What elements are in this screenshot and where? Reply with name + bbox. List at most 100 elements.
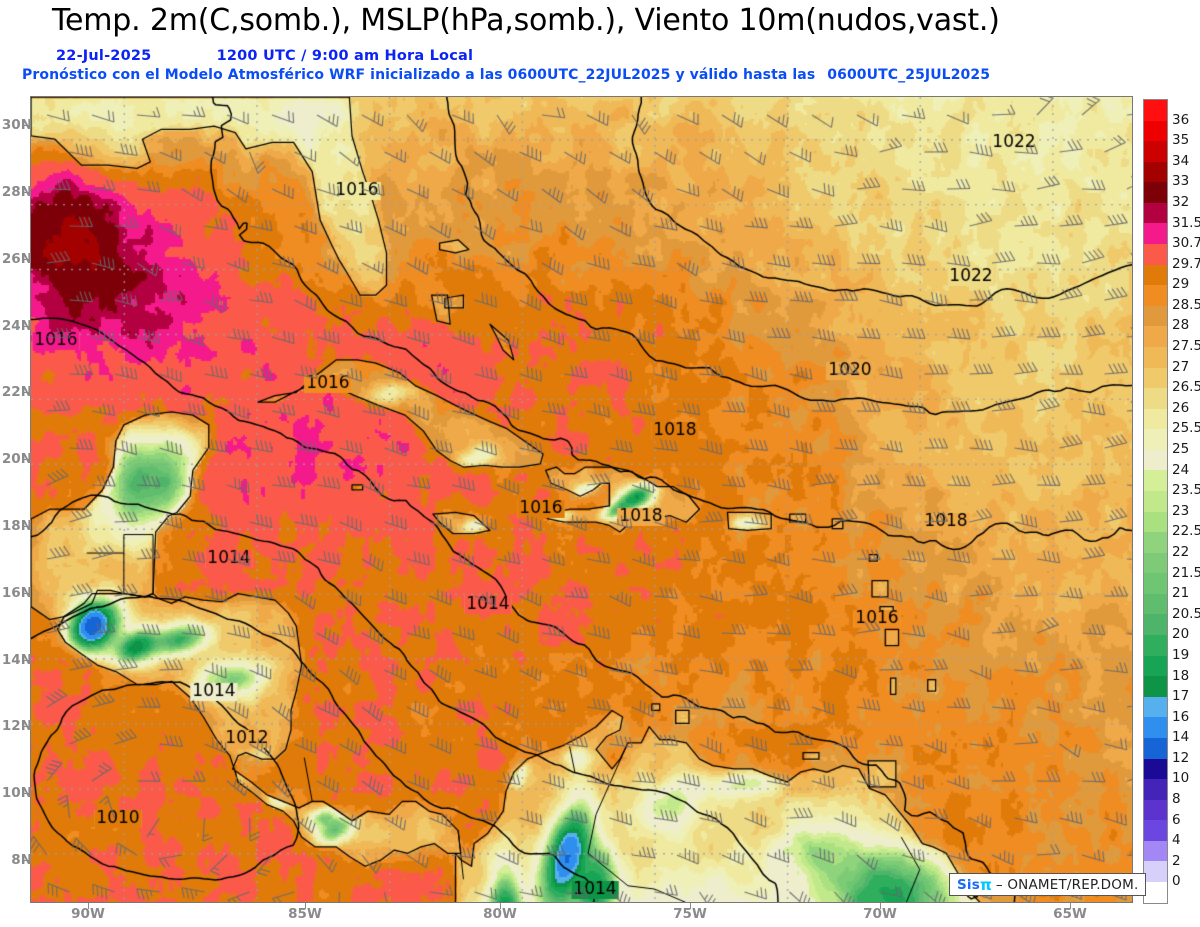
colorbar-label-8: 8: [1172, 791, 1181, 808]
colorbar-label-26p5: 26.5: [1172, 379, 1200, 396]
colorbar-label-29: 29: [1172, 276, 1190, 293]
colorbar-swatch-0: [1144, 100, 1167, 121]
colorbar-label-27p5: 27.5: [1172, 338, 1200, 355]
credit-badge: Sis π – ONAMET/REP.DOM.: [949, 873, 1147, 896]
credit-agency-text: – ONAMET/REP.DOM.: [995, 876, 1139, 893]
colorbar-label-12: 12: [1172, 749, 1190, 766]
credit-sis-text: Sis: [957, 876, 980, 893]
page-title: Temp. 2m(C,somb.), MSLP(hPa,somb.), Vien…: [52, 3, 1000, 38]
colorbar-label-29p7: 29.7: [1172, 255, 1200, 272]
colorbar-label-21p5: 21.5: [1172, 564, 1200, 581]
lat-label-28n: 28N: [1, 184, 32, 200]
lat-tick-10n: [24, 793, 30, 794]
colorbar-swatch-34: [1144, 799, 1167, 821]
colorbar-label-33: 33: [1172, 173, 1190, 190]
lat-label-20n: 20N: [1, 451, 32, 467]
colorbar-swatch-12: [1144, 346, 1167, 368]
chart-header: Temp. 2m(C,somb.), MSLP(hPa,somb.), Vien…: [0, 0, 1200, 96]
colorbar-label-25p5: 25.5: [1172, 420, 1200, 437]
colorbar-label-6: 6: [1172, 811, 1181, 828]
lon-tick-85w: [305, 903, 306, 909]
colorbar-swatch-38: [1144, 881, 1167, 903]
lat-tick-8n: [24, 860, 30, 861]
lat-label-22n: 22N: [1, 384, 32, 400]
colorbar-label-16: 16: [1172, 708, 1190, 725]
colorbar-label-28p5: 28.5: [1172, 296, 1200, 313]
colorbar-swatch-4: [1144, 182, 1167, 203]
forecast-time: 1200 UTC / 9:00 am Hora Local: [216, 48, 474, 64]
credit-pi-symbol: π: [980, 875, 992, 894]
colorbar-label-0: 0: [1172, 873, 1181, 890]
colorbar-label-2: 2: [1172, 852, 1181, 869]
colorbar-label-10: 10: [1172, 770, 1190, 787]
colorbar-swatch-9: [1144, 285, 1167, 306]
colorbar-swatch-31: [1144, 737, 1167, 759]
colorbar-label-14: 14: [1172, 729, 1190, 746]
colorbar-swatch-19: [1144, 490, 1167, 512]
colorbar-swatch-30: [1144, 717, 1167, 738]
colorbar-swatch-2: [1144, 141, 1167, 162]
colorbar-swatch-15: [1144, 408, 1167, 430]
colorbar-swatch-5: [1144, 202, 1167, 224]
lon-label-70w: 70W: [863, 906, 897, 922]
lat-tick-12n: [24, 726, 30, 727]
lat-tick-30n: [24, 125, 30, 126]
colorbar-swatch-1: [1144, 120, 1167, 142]
lat-label-18n: 18N: [1, 518, 32, 534]
lat-tick-14n: [24, 660, 30, 661]
colorbar-swatch-18: [1144, 470, 1167, 491]
colorbar-label-27: 27: [1172, 358, 1190, 375]
lat-tick-26n: [24, 259, 30, 260]
colorbar-label-22p5: 22.5: [1172, 523, 1200, 540]
lon-label-80w: 80W: [483, 906, 517, 922]
weather-map[interactable]: [30, 96, 1133, 903]
lon-tick-80w: [500, 903, 501, 909]
colorbar-swatch-37: [1144, 861, 1167, 882]
colorbar-label-19: 19: [1172, 646, 1190, 663]
colorbar-swatch-13: [1144, 367, 1167, 389]
colorbar-label-32: 32: [1172, 193, 1190, 210]
lat-tick-18n: [24, 526, 30, 527]
lat-label-10n: 10N: [1, 785, 32, 801]
colorbar-swatch-20: [1144, 511, 1167, 533]
colorbar-swatch-24: [1144, 593, 1167, 615]
lat-label-14n: 14N: [1, 652, 32, 668]
lat-tick-28n: [24, 192, 30, 193]
lat-label-30n: 30N: [1, 117, 32, 133]
colorbar-label-36: 36: [1172, 111, 1190, 128]
colorbar-label-25: 25: [1172, 441, 1190, 458]
lon-tick-75w: [690, 903, 691, 909]
colorbar-swatch-32: [1144, 758, 1167, 780]
colorbar-label-4: 4: [1172, 832, 1181, 849]
lon-label-65w: 65W: [1053, 906, 1087, 922]
colorbar-label-17: 17: [1172, 688, 1190, 705]
colorbar-swatch-35: [1144, 820, 1167, 841]
colorbar-swatch-26: [1144, 635, 1167, 656]
colorbar-swatch-10: [1144, 305, 1167, 327]
lon-tick-70w: [880, 903, 881, 909]
map-raster: [31, 97, 1132, 902]
colorbar-swatch-28: [1144, 676, 1167, 697]
colorbar-label-18: 18: [1172, 667, 1190, 684]
colorbar-swatch-22: [1144, 552, 1167, 574]
colorbar-label-24: 24: [1172, 461, 1190, 478]
colorbar-swatch-7: [1144, 244, 1167, 265]
model-description-part1: Pronóstico con el Modelo Atmosférico WRF…: [22, 67, 816, 83]
lat-label-12n: 12N: [1, 718, 32, 734]
lat-tick-16n: [24, 593, 30, 594]
colorbar-swatch-29: [1144, 696, 1167, 718]
model-description-part2: 0600UTC_25JUL2025: [827, 67, 991, 83]
lat-tick-24n: [24, 326, 30, 327]
colorbar-swatch-23: [1144, 573, 1167, 594]
lat-label-8n: 8N: [11, 852, 32, 868]
colorbar-swatch-8: [1144, 264, 1167, 286]
colorbar-label-22: 22: [1172, 543, 1190, 560]
colorbar-swatch-3: [1144, 161, 1167, 183]
colorbar-label-20: 20: [1172, 626, 1190, 643]
colorbar-swatch-36: [1144, 840, 1167, 862]
colorbar-label-23: 23: [1172, 502, 1190, 519]
colorbar-swatch-14: [1144, 388, 1167, 409]
forecast-date: 22-Jul-2025: [56, 48, 152, 64]
temperature-colorbar[interactable]: [1143, 99, 1168, 904]
colorbar-labels: 36 35 34 33 32 31.5 30.7 29.7 29 28.5 28 27.5 27 26.5…: [1172, 99, 1200, 904]
